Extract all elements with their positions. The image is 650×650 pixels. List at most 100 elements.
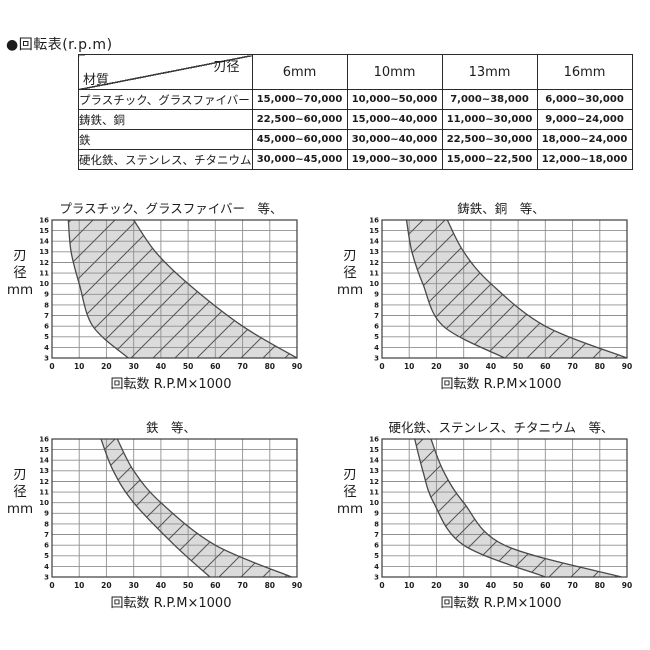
svg-text:10: 10 [39,499,49,507]
svg-text:4: 4 [44,344,49,352]
svg-text:15: 15 [369,446,379,454]
svg-text:10: 10 [74,581,84,590]
svg-text:50: 50 [513,581,523,590]
svg-text:5: 5 [44,333,49,341]
svg-text:7: 7 [374,312,379,320]
col-header-6mm: 6mm [251,54,348,90]
svg-text:4: 4 [374,563,379,571]
svg-text:3: 3 [374,354,379,362]
svg-text:60: 60 [210,362,220,371]
chart-plot: 0 10 20 30 40 50 60 70 80 90 3 4 5 6 7 8 9 10 11 12 13 14 15 16 [39,435,302,590]
svg-text:80: 80 [595,362,605,371]
y-axis-label-line: mm [336,501,364,517]
svg-text:90: 90 [292,581,302,590]
rpm-range: 9,000~24,000 [536,109,633,130]
rpm-range: 22,500~60,000 [251,109,348,130]
svg-text:4: 4 [374,344,379,352]
svg-text:12: 12 [39,259,49,267]
svg-text:90: 90 [292,362,302,371]
svg-text:10: 10 [369,499,379,507]
svg-text:80: 80 [595,581,605,590]
chart-plot: 0 10 20 30 40 50 60 70 80 90 3 4 5 6 7 8 9 10 11 12 13 14 15 16 [39,216,302,371]
svg-text:9: 9 [44,510,49,518]
svg-text:40: 40 [156,581,166,590]
x-axis-label: 回転数 R.P.M×1000 [440,377,562,392]
y-axis-label-line: 径 [343,265,357,281]
svg-text:3: 3 [44,354,49,362]
svg-text:80: 80 [265,362,275,371]
svg-text:14: 14 [39,457,49,465]
material-name: プラスチック、グラスファイバー [78,89,253,110]
rpm-range: 15,000~70,000 [251,89,348,110]
svg-text:10: 10 [74,362,84,371]
col-header-13mm: 13mm [441,54,538,90]
corner-label-blade-diameter: 刃径 [213,60,240,75]
svg-text:12: 12 [39,478,49,486]
rpm-range: 18,000~24,000 [536,129,633,150]
y-axis-label: 刃 径 mm [336,248,364,299]
svg-text:5: 5 [374,552,379,560]
svg-text:3: 3 [44,573,49,581]
svg-text:15: 15 [39,446,49,454]
svg-text:40: 40 [486,362,496,371]
svg-text:0: 0 [379,581,384,590]
svg-text:50: 50 [183,581,193,590]
svg-text:50: 50 [513,362,523,371]
svg-text:6: 6 [374,323,379,331]
svg-text:70: 70 [567,581,577,590]
svg-text:70: 70 [237,362,247,371]
y-axis-label-line: mm [6,501,34,517]
svg-text:0: 0 [49,362,54,371]
svg-text:7: 7 [374,531,379,539]
svg-text:10: 10 [39,280,49,288]
y-axis-label-line: 径 [343,484,357,500]
rpm-range: 11,000~30,000 [441,109,538,130]
chart-castiron-copper: 鋳鉄、銅 等、 刃 径 mm 0 10 20 30 40 50 60 70 80 90 3 4 5 6 7 8… [330,196,650,401]
y-axis-label: 刃 径 mm [6,248,34,299]
rpm-range: 15,000~40,000 [346,109,443,130]
page-title: ●回転表(r.p.m) [6,37,113,53]
svg-text:60: 60 [210,581,220,590]
chart-plot: 0 10 20 30 40 50 60 70 80 90 3 4 5 6 7 8 9 10 11 12 13 14 15 16 [369,435,632,590]
svg-text:30: 30 [458,581,468,590]
svg-text:90: 90 [622,362,632,371]
svg-text:6: 6 [44,542,49,550]
chart-plastic-glassfiber: プラスチック、グラスファイバー 等、 刃 径 mm 0 10 20 30 40 50 60 7… [0,196,330,401]
svg-text:11: 11 [39,270,49,278]
svg-text:12: 12 [369,259,379,267]
rpm-range: 30,000~40,000 [346,129,443,150]
svg-text:15: 15 [39,227,49,235]
chart-plot: 0 10 20 30 40 50 60 70 80 90 3 4 5 6 7 8 9 10 11 12 13 14 15 16 [369,216,632,371]
svg-text:13: 13 [369,248,379,256]
svg-text:30: 30 [128,581,138,590]
y-axis-label-line: 刃 [13,248,27,264]
x-axis-label: 回転数 R.P.M×1000 [110,596,232,611]
col-header-16mm: 16mm [536,54,633,90]
svg-text:9: 9 [374,291,379,299]
svg-text:8: 8 [44,301,49,309]
svg-text:11: 11 [369,270,379,278]
material-name: 硬化鉄、ステンレス、チタニウム [78,149,253,170]
svg-text:40: 40 [156,362,166,371]
svg-text:70: 70 [237,581,247,590]
svg-text:8: 8 [44,520,49,528]
y-axis-label-line: 径 [13,484,27,500]
y-axis-label-line: 刃 [343,467,357,483]
svg-text:20: 20 [101,581,111,590]
svg-text:15: 15 [369,227,379,235]
svg-text:0: 0 [49,581,54,590]
chart-title: 鋳鉄、銅 等、 [457,201,545,216]
svg-text:20: 20 [431,581,441,590]
svg-text:14: 14 [39,238,49,246]
svg-text:60: 60 [540,362,550,371]
svg-text:0: 0 [379,362,384,371]
svg-text:60: 60 [540,581,550,590]
svg-text:5: 5 [44,552,49,560]
svg-text:30: 30 [458,362,468,371]
rpm-table: 刃径 材質 6mm 10mm 13mm 16mm プラスチック、グラスファイバー… [78,54,633,170]
svg-text:50: 50 [183,362,193,371]
svg-text:7: 7 [44,531,49,539]
svg-text:3: 3 [374,573,379,581]
table-header-row: 刃径 材質 6mm 10mm 13mm 16mm [78,54,633,90]
table-row: 鋳鉄、銅 22,500~60,000 15,000~40,000 11,000~… [78,109,633,130]
